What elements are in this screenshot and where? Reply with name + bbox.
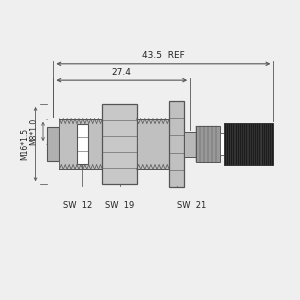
Text: SW  21: SW 21 [177, 200, 206, 209]
Text: M16*1.5: M16*1.5 [20, 128, 29, 160]
Text: 27.4: 27.4 [112, 68, 132, 76]
Bar [169, 101, 184, 187]
Bar [102, 104, 136, 184]
Bar [262, 123, 273, 166]
Text: M8*1.0: M8*1.0 [29, 118, 38, 145]
Bar [136, 119, 169, 169]
Bar [220, 133, 224, 155]
Text: SW  19: SW 19 [105, 200, 134, 209]
Bar [47, 127, 59, 161]
Bar [59, 119, 102, 169]
Text: 43.5  REF: 43.5 REF [142, 51, 185, 60]
Bar [196, 126, 220, 163]
Bar [224, 123, 262, 166]
Bar [184, 132, 196, 157]
Text: SW  12: SW 12 [63, 200, 92, 209]
Bar [77, 124, 88, 164]
